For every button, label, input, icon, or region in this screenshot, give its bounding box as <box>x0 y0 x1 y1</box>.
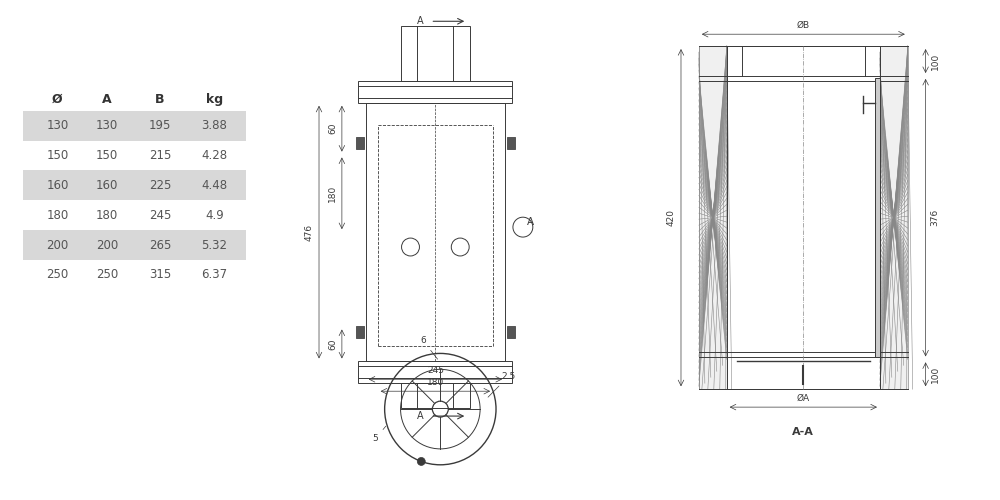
Text: 420: 420 <box>667 209 676 226</box>
Bar <box>507 326 515 338</box>
Text: A: A <box>417 411 423 421</box>
Bar <box>507 136 515 148</box>
Text: 180: 180 <box>328 184 337 202</box>
Text: 376: 376 <box>931 209 940 226</box>
Text: 250: 250 <box>46 268 69 281</box>
Bar <box>699 46 727 389</box>
Text: 195: 195 <box>149 119 171 132</box>
Text: 100: 100 <box>931 366 940 383</box>
Text: A: A <box>527 217 534 227</box>
Text: 225: 225 <box>149 179 171 192</box>
Text: 160: 160 <box>96 179 118 192</box>
Text: 150: 150 <box>46 149 69 162</box>
Bar <box>358 362 512 384</box>
Text: 200: 200 <box>96 238 118 252</box>
Bar <box>880 46 908 389</box>
Bar <box>699 46 727 389</box>
Bar <box>727 46 880 389</box>
Text: 60: 60 <box>328 123 337 134</box>
Bar <box>401 384 470 408</box>
Text: 5.32: 5.32 <box>202 238 228 252</box>
Text: 130: 130 <box>46 119 69 132</box>
Bar <box>23 230 246 260</box>
Text: 245: 245 <box>427 366 444 376</box>
Text: 6.37: 6.37 <box>202 268 228 281</box>
Text: A: A <box>417 16 423 26</box>
Bar <box>875 78 880 357</box>
Text: 250: 250 <box>96 268 118 281</box>
Text: 180: 180 <box>46 208 69 222</box>
Text: 4.48: 4.48 <box>202 179 228 192</box>
Text: A-A: A-A <box>792 427 814 437</box>
Text: 265: 265 <box>149 238 171 252</box>
Text: 130: 130 <box>96 119 118 132</box>
Circle shape <box>417 458 425 466</box>
Text: 245: 245 <box>149 208 171 222</box>
Text: 100: 100 <box>931 52 940 70</box>
Text: 4.28: 4.28 <box>202 149 228 162</box>
Text: ØB: ØB <box>797 21 810 30</box>
Text: 315: 315 <box>149 268 171 281</box>
Text: 5: 5 <box>373 426 386 443</box>
Text: B: B <box>155 93 165 106</box>
Bar <box>366 103 505 362</box>
Text: 215: 215 <box>149 149 171 162</box>
Text: 3.88: 3.88 <box>202 119 228 132</box>
Text: 6: 6 <box>420 336 438 359</box>
Text: 180: 180 <box>96 208 118 222</box>
Text: 180: 180 <box>427 378 444 387</box>
Text: 476: 476 <box>305 224 314 240</box>
Bar <box>23 170 246 200</box>
Bar <box>401 26 470 81</box>
Bar <box>23 111 246 140</box>
Text: 150: 150 <box>96 149 118 162</box>
Text: Ø: Ø <box>52 93 63 106</box>
Text: 4.9: 4.9 <box>205 208 224 222</box>
Text: kg: kg <box>206 93 223 106</box>
Text: 200: 200 <box>46 238 69 252</box>
Text: 60: 60 <box>328 338 337 349</box>
Bar <box>880 46 908 389</box>
Bar <box>358 81 512 103</box>
Text: ØA: ØA <box>797 394 810 403</box>
Text: 2.5: 2.5 <box>488 372 515 397</box>
Text: 160: 160 <box>46 179 69 192</box>
Text: A: A <box>102 93 112 106</box>
Bar <box>356 326 364 338</box>
Bar <box>356 136 364 148</box>
